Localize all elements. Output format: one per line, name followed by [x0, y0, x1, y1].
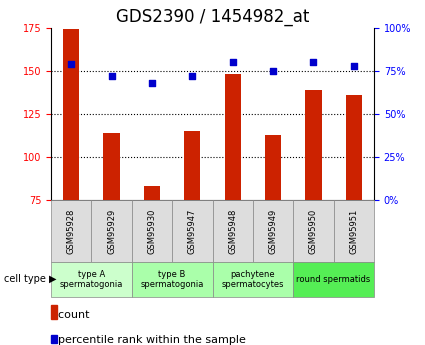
Bar: [144, 186, 160, 200]
FancyBboxPatch shape: [253, 200, 293, 262]
FancyBboxPatch shape: [172, 200, 212, 262]
Bar: [103, 133, 120, 200]
Text: type B
spermatogonia: type B spermatogonia: [140, 270, 204, 289]
FancyBboxPatch shape: [334, 200, 374, 262]
FancyBboxPatch shape: [51, 200, 91, 262]
Point: [269, 68, 276, 73]
FancyBboxPatch shape: [132, 200, 172, 262]
Text: GSM95948: GSM95948: [228, 208, 237, 254]
Point: [229, 59, 236, 65]
Bar: [224, 74, 241, 200]
Point: [148, 80, 155, 86]
Text: percentile rank within the sample: percentile rank within the sample: [51, 335, 246, 345]
Text: pachytene
spermatocytes: pachytene spermatocytes: [221, 270, 284, 289]
Bar: [184, 131, 200, 200]
Text: GSM95928: GSM95928: [67, 208, 76, 254]
Point: [108, 73, 115, 79]
Text: GSM95951: GSM95951: [349, 208, 358, 254]
Bar: [265, 135, 281, 200]
FancyBboxPatch shape: [293, 262, 374, 297]
FancyBboxPatch shape: [132, 262, 212, 297]
Text: GSM95929: GSM95929: [107, 208, 116, 254]
FancyBboxPatch shape: [91, 200, 132, 262]
Point: [68, 61, 75, 67]
Text: count: count: [51, 310, 90, 321]
FancyBboxPatch shape: [212, 262, 293, 297]
Point: [189, 73, 196, 79]
Bar: [63, 29, 79, 200]
FancyBboxPatch shape: [293, 200, 334, 262]
Text: round spermatids: round spermatids: [297, 275, 371, 284]
Bar: [346, 95, 362, 200]
Point: [350, 63, 357, 68]
Bar: [305, 90, 321, 200]
Text: GSM95930: GSM95930: [147, 208, 156, 254]
FancyBboxPatch shape: [51, 262, 132, 297]
Text: cell type ▶: cell type ▶: [4, 275, 57, 284]
Point: [310, 59, 317, 65]
Text: GSM95950: GSM95950: [309, 208, 318, 254]
Title: GDS2390 / 1454982_at: GDS2390 / 1454982_at: [116, 8, 309, 26]
Text: GSM95947: GSM95947: [188, 208, 197, 254]
Text: type A
spermatogonia: type A spermatogonia: [60, 270, 123, 289]
Text: GSM95949: GSM95949: [269, 208, 278, 254]
FancyBboxPatch shape: [212, 200, 253, 262]
